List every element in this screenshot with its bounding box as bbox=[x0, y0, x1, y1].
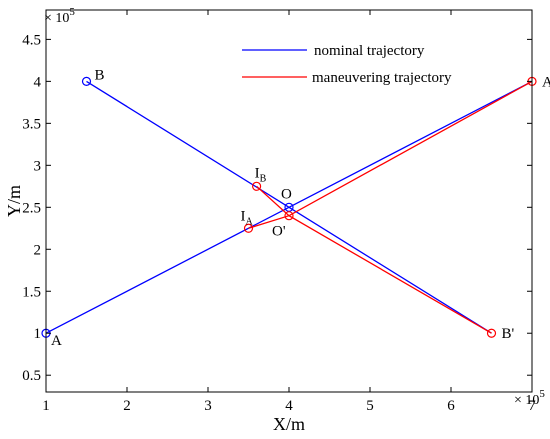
x-tick-label: 6 bbox=[447, 398, 455, 414]
series-layer bbox=[45, 80, 533, 334]
y-exponent-power: 5 bbox=[69, 6, 75, 18]
x-axis-exponent: × 105 bbox=[514, 388, 545, 408]
tick-layer: 1 2 3 4 5 6 70.511.522.533.544.5 bbox=[22, 10, 536, 414]
y-tick-label: 4.5 bbox=[22, 32, 41, 48]
point-label: IA bbox=[241, 208, 254, 227]
y-tick-label: 3 bbox=[34, 158, 42, 174]
x-tick-label: 1 bbox=[42, 398, 50, 414]
x-exponent-power: 5 bbox=[539, 388, 545, 400]
y-tick-label: 1 bbox=[34, 326, 42, 342]
point-label: A' bbox=[542, 74, 550, 90]
x-tick-label: 4 bbox=[285, 398, 293, 414]
point-marker bbox=[252, 181, 262, 191]
point-label: IB bbox=[255, 165, 267, 184]
nominal-trajectory-line bbox=[86, 80, 492, 334]
legend-label-nominal: nominal trajectory bbox=[314, 43, 425, 59]
maneuvering-trajectory-line bbox=[256, 185, 492, 334]
marker-layer: A B O A' B' O' IA IB bbox=[41, 67, 550, 349]
point-label: O' bbox=[272, 224, 286, 240]
y-exponent-base: × 10 bbox=[44, 11, 69, 26]
point-marker bbox=[243, 223, 254, 233]
point-marker bbox=[81, 76, 92, 86]
y-tick-label: 1.5 bbox=[22, 284, 41, 300]
legend: nominal trajectory maneuvering trajector… bbox=[242, 43, 452, 86]
y-tick-label: 0.5 bbox=[22, 368, 41, 384]
x-tick-label: 7 bbox=[528, 398, 536, 414]
point-label: A bbox=[51, 333, 62, 349]
x-exponent-base: × 10 bbox=[514, 393, 539, 408]
x-tick-label: 2 bbox=[123, 398, 131, 414]
point-label: O bbox=[281, 186, 292, 202]
point-label: B bbox=[95, 67, 105, 83]
y-tick-label: 3.5 bbox=[22, 116, 41, 132]
y-axis-exponent: × 105 bbox=[44, 6, 75, 26]
x-axis-label: X/m bbox=[273, 414, 305, 434]
point-label: B' bbox=[502, 326, 515, 342]
y-tick-label: 4 bbox=[34, 74, 42, 90]
x-tick-label: 3 bbox=[204, 398, 212, 414]
point-marker bbox=[284, 211, 294, 221]
y-tick-label: 2.5 bbox=[22, 200, 41, 216]
y-tick-label: 2 bbox=[34, 242, 42, 258]
x-tick-label: 5 bbox=[366, 398, 374, 414]
legend-label-maneuvering: maneuvering trajectory bbox=[312, 70, 452, 86]
point-marker bbox=[486, 328, 497, 338]
y-axis-label: Y/m bbox=[4, 185, 24, 217]
